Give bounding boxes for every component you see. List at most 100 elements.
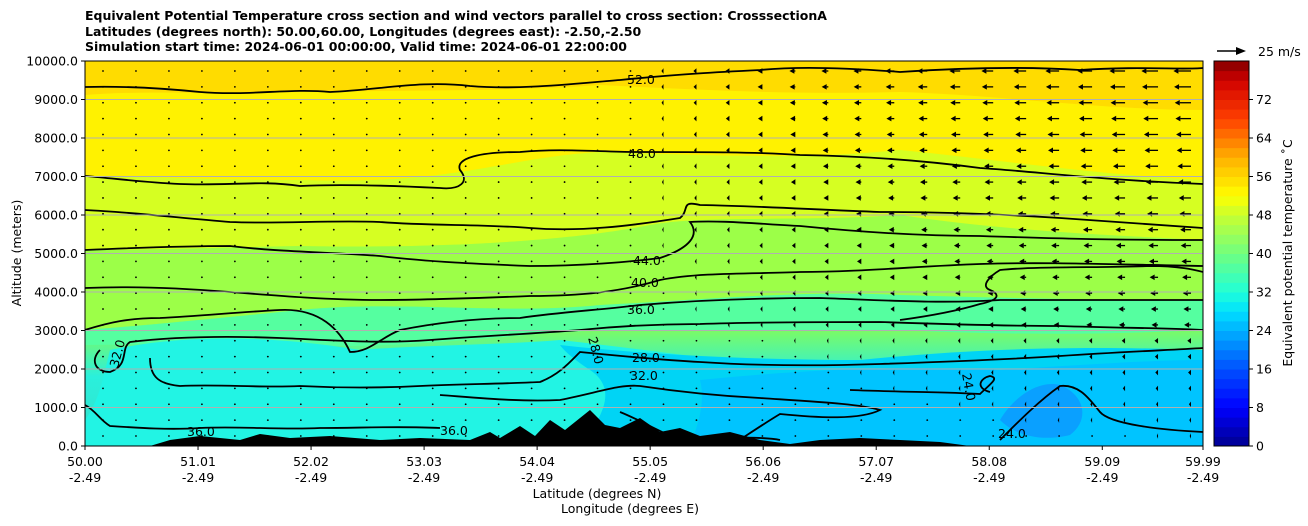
wind-vector-head [662, 226, 664, 233]
wind-vector-head [1049, 179, 1055, 185]
wind-vector [102, 165, 104, 168]
wind-vector [497, 212, 500, 215]
wind-vector-head [1051, 258, 1057, 265]
y-axis: 0.0 1000.0 2000.0 3000.0 4000.0 5000.0 6000.0 7… [26, 54, 85, 454]
contour-40 [85, 262, 1203, 301]
wind-vector-head [661, 163, 664, 170]
wind-vector-head [1046, 115, 1052, 122]
chart-title: Equivalent Potential Temperature cross s… [85, 8, 827, 55]
x-axis-label: Latitude (degrees N) [533, 486, 662, 501]
wind-vector-head [661, 179, 664, 185]
wind-vector-head [1024, 369, 1027, 376]
wind-vector [827, 419, 830, 422]
wind-vector [629, 181, 632, 183]
wind-vector [431, 403, 434, 406]
wind-vector-head [888, 226, 894, 233]
wind-vector-head [1013, 84, 1019, 90]
wind-vector [233, 419, 236, 422]
wind-vector-head [1189, 433, 1191, 439]
wind-vector-head [1090, 401, 1093, 408]
wind-vector [102, 324, 104, 326]
wind-vector-head [1173, 68, 1179, 74]
wind-vector-head [923, 306, 928, 312]
wind-vector-head [1111, 131, 1117, 138]
wind-vector [596, 181, 599, 183]
colorbar-bin [1214, 128, 1249, 139]
wind-vector-head [1154, 353, 1159, 360]
wind-vector-head [1156, 401, 1159, 408]
wind-vector [201, 101, 203, 104]
wind-vector-head [919, 147, 925, 154]
wind-vector [102, 339, 104, 342]
wind-vector [398, 387, 401, 390]
wind-vector [497, 70, 500, 72]
wind-vector-head [661, 68, 664, 74]
wind-vector [299, 403, 302, 406]
wind-vector [168, 355, 170, 358]
contour-32 [439, 384, 883, 446]
wind-vector-head [1142, 99, 1148, 106]
wind-vector [168, 244, 170, 247]
colorbar-bin [1214, 320, 1249, 331]
colorbar-tick-label: 64 [1256, 131, 1272, 146]
wind-vector [530, 260, 533, 263]
wind-vector-head [792, 258, 796, 265]
wind-vector-head [1182, 274, 1188, 281]
wind-vector [135, 212, 137, 215]
wind-vector-head [1109, 84, 1115, 90]
wind-vector [201, 371, 203, 374]
colorbar-bin [1214, 417, 1249, 428]
wind-vector [926, 435, 929, 437]
wind-vector [761, 403, 764, 406]
colorbar-bin [1214, 118, 1249, 129]
wind-vector [497, 244, 500, 247]
x-tick-label-lat: 59.99 [1185, 454, 1221, 469]
colorbar-bin [1214, 397, 1249, 408]
wind-vector-head [1180, 226, 1186, 233]
wind-vector [135, 419, 137, 422]
wind-vector [299, 339, 302, 342]
wind-vector-head [955, 306, 961, 312]
wind-vector [431, 276, 434, 279]
wind-vector [168, 117, 170, 120]
wind-vector [497, 387, 500, 390]
wind-vector-head [1188, 369, 1191, 376]
wind-vector-head [693, 131, 697, 138]
wind-vector [135, 133, 137, 136]
wind-vector [332, 101, 335, 104]
wind-vector [168, 260, 170, 263]
wind-vector-head [662, 242, 664, 249]
wind-vector [596, 403, 599, 406]
wind-vector [629, 212, 632, 215]
colorbar-tick-label: 32 [1256, 285, 1272, 300]
wind-vector [233, 308, 236, 310]
wind-vector [135, 149, 137, 152]
wind-vector [266, 70, 269, 72]
colorbar-bin [1214, 195, 1249, 206]
wind-vector [299, 117, 302, 120]
colorbar-bin [1214, 388, 1249, 399]
wind-vector [827, 371, 830, 374]
wind-vector [563, 276, 566, 279]
wind-vector [168, 308, 170, 310]
title-line-3: Simulation start time: 2024-06-01 00:00:… [85, 39, 627, 54]
wind-vector-head [1183, 306, 1189, 312]
wind-vector [299, 149, 302, 152]
wind-vector [266, 419, 269, 422]
wind-vector [332, 276, 335, 279]
wind-vector [530, 308, 533, 310]
wind-vector [365, 165, 368, 168]
wind-vector-head [1052, 274, 1058, 281]
wind-vector-head [957, 337, 961, 344]
wind-vector [299, 260, 302, 263]
wind-vector [201, 435, 203, 437]
wind-vector [596, 212, 599, 215]
wind-vector [299, 165, 302, 168]
wind-vector-head [758, 195, 763, 201]
wind-vector [102, 197, 104, 199]
wind-vector [398, 181, 401, 183]
wind-vector [168, 165, 170, 168]
wind-vector-head [1145, 179, 1151, 185]
wind-vector-head [1057, 385, 1060, 392]
colorbar-bin [1214, 378, 1249, 389]
